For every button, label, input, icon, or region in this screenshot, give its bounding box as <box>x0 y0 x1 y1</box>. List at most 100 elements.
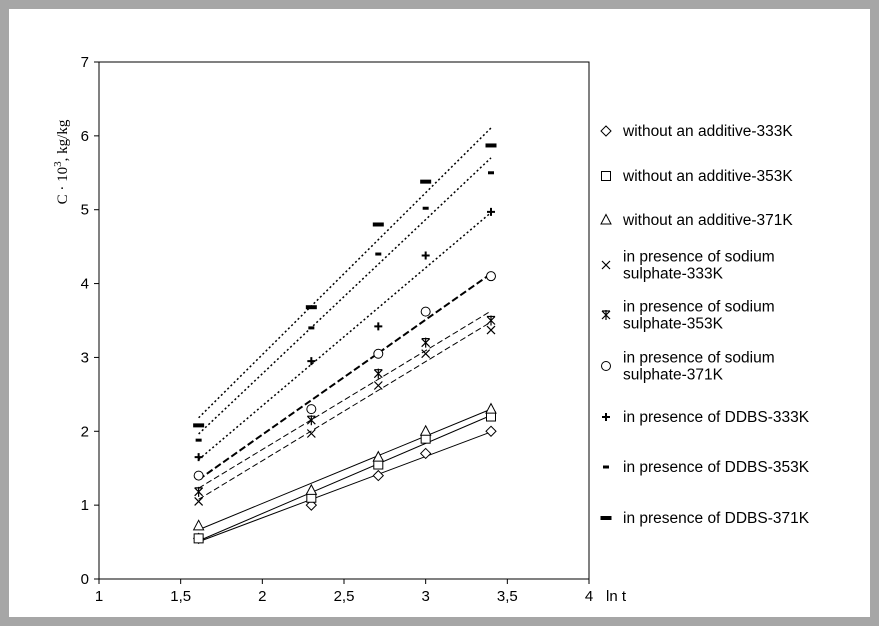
x-marker <box>194 497 204 506</box>
x-tick-label: 1,5 <box>170 588 191 605</box>
square-marker <box>601 171 611 181</box>
y-axis-label-exponent: 3 <box>52 161 64 167</box>
y-tick-label: 3 <box>81 349 89 366</box>
legend-label: in presence of DDBS-353K <box>623 459 810 476</box>
legend-label: in presence of sodium <box>623 249 775 266</box>
star-marker <box>306 415 316 426</box>
legend-item: without an additive-353K <box>601 168 793 185</box>
legend-label: in presence of DDBS-333K <box>623 409 810 426</box>
trendline <box>198 414 492 542</box>
legend-label: in presence of DDBS-371K <box>623 510 810 527</box>
diamond-marker <box>419 447 432 460</box>
x-tick-label: 3,5 <box>497 588 518 605</box>
large-dash-marker <box>600 516 612 520</box>
plus-marker <box>307 357 316 366</box>
diamond-marker <box>600 125 612 137</box>
small-dash-marker <box>375 252 382 256</box>
x-axis-label: ln t <box>606 588 627 605</box>
large-dash-marker <box>420 179 432 184</box>
data-points <box>192 143 497 545</box>
circle-marker <box>601 361 611 371</box>
trendlines <box>198 127 492 543</box>
trendline <box>198 212 492 461</box>
x-tick-label: 4 <box>585 588 593 605</box>
star-marker <box>421 337 431 348</box>
x-marker <box>486 325 496 335</box>
star-marker <box>601 310 611 320</box>
plus-marker <box>194 453 203 462</box>
legend-item: in presence of DDBS-371K <box>600 510 810 527</box>
triangle-marker <box>372 450 385 462</box>
x-tick-label: 3 <box>421 588 429 605</box>
y-axis-label: C · 103, kg/kg <box>52 119 71 204</box>
plus-marker <box>374 322 383 331</box>
legend-item: without an additive-371K <box>600 212 793 229</box>
small-dash-marker <box>488 171 494 175</box>
trendline <box>198 127 492 419</box>
star-marker <box>373 368 383 379</box>
plus-marker <box>487 207 495 216</box>
x-tick-label: 1 <box>95 588 103 605</box>
trendline <box>198 310 492 489</box>
legend-label: sulphate-371K <box>623 367 724 384</box>
triangle-marker <box>600 213 612 225</box>
x-tick-label: 2,5 <box>334 588 355 605</box>
plus-marker <box>421 251 430 260</box>
legend-label: in presence of sodium <box>623 350 775 367</box>
circle-marker <box>420 306 431 317</box>
small-dash-marker <box>422 206 429 210</box>
circle-marker <box>306 404 317 415</box>
trendline <box>198 157 492 435</box>
y-axis-label-base: C · 10 <box>55 167 71 205</box>
y-axis-label-unit: , kg/kg <box>55 119 71 161</box>
diamond-marker <box>485 425 497 437</box>
y-tick-label: 6 <box>81 128 89 145</box>
large-dash-marker <box>305 305 317 310</box>
legend-label: without an additive-333K <box>622 123 793 140</box>
legend-item: without an additive-333K <box>600 123 793 140</box>
triangle-marker <box>485 402 497 414</box>
circle-marker <box>193 470 204 481</box>
axes <box>94 61 590 584</box>
x-marker <box>306 429 316 438</box>
legend-label: without an additive-353K <box>622 168 793 185</box>
triangle-marker <box>419 424 432 436</box>
circle-marker <box>486 271 496 282</box>
plus-marker <box>602 413 610 421</box>
legend: without an additive-333K without an addit… <box>600 123 810 527</box>
large-dash-marker <box>193 423 205 428</box>
square-marker <box>193 533 204 544</box>
plot-area <box>98 61 590 580</box>
y-tick-label: 0 <box>81 571 89 588</box>
large-dash-marker <box>485 143 497 148</box>
legend-label: in presence of sodium <box>623 299 775 316</box>
y-tick-label: 1 <box>81 497 89 514</box>
x-marker <box>373 381 383 390</box>
trendline <box>198 408 492 531</box>
y-tick-label: 4 <box>81 276 89 293</box>
x-marker <box>601 260 611 270</box>
x-tick-label: 2 <box>258 588 266 605</box>
legend-item: in presence of DDBS-333K <box>602 409 810 426</box>
triangle-marker <box>192 519 205 531</box>
legend-label: without an additive-371K <box>622 212 793 229</box>
large-dash-marker <box>372 222 384 227</box>
trendline <box>198 321 492 500</box>
small-dash-marker <box>603 465 609 469</box>
small-dash-marker <box>195 438 202 442</box>
small-dash-marker <box>308 326 315 330</box>
y-tick-label: 5 <box>81 202 89 219</box>
legend-item: in presence of DDBS-353K <box>603 459 810 476</box>
x-marker <box>421 349 431 359</box>
trendline <box>198 431 492 543</box>
triangle-marker <box>305 483 318 495</box>
diamond-marker <box>372 469 385 482</box>
y-tick-label: 2 <box>81 423 89 440</box>
legend-label: sulphate-353K <box>623 316 724 333</box>
circle-marker <box>373 348 384 359</box>
